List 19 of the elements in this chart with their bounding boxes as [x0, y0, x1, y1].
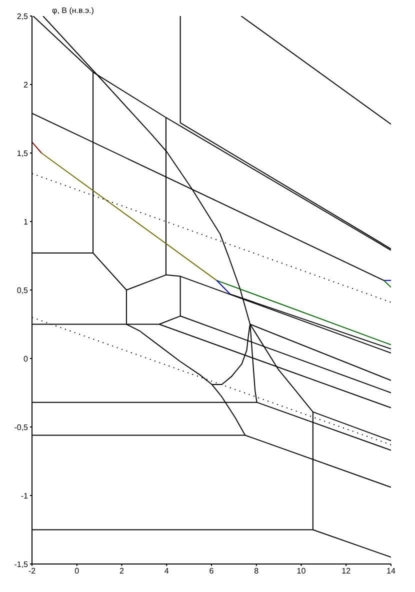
x-tick-label: 6 — [209, 566, 214, 576]
y-tick-label: 1,5 — [16, 148, 29, 158]
x-tick-label: 10 — [296, 566, 306, 576]
x-tick-label: 4 — [164, 566, 170, 576]
x-tick-label: 0 — [74, 566, 80, 576]
x-tick-label: 12 — [342, 566, 352, 576]
x-tick-label: -2 — [28, 566, 36, 576]
y-tick-label: -0,5 — [14, 422, 29, 432]
x-tick-label: 2 — [120, 566, 125, 576]
y-tick-label: 0 — [24, 354, 29, 364]
y-tick-label: -1,5 — [14, 560, 29, 569]
x-tick-label: 8 — [254, 566, 260, 576]
y-tick-label: -1 — [20, 491, 29, 500]
y-tick-label: 2 — [24, 80, 29, 90]
y-tick-label: 0,5 — [16, 286, 29, 295]
y-tick-label: 2,5 — [16, 12, 29, 21]
y-tick-label: 1 — [24, 217, 29, 226]
y-axis-title: φ, В (н.в.э.) — [52, 6, 94, 15]
x-tick-label: 14 — [386, 566, 396, 576]
